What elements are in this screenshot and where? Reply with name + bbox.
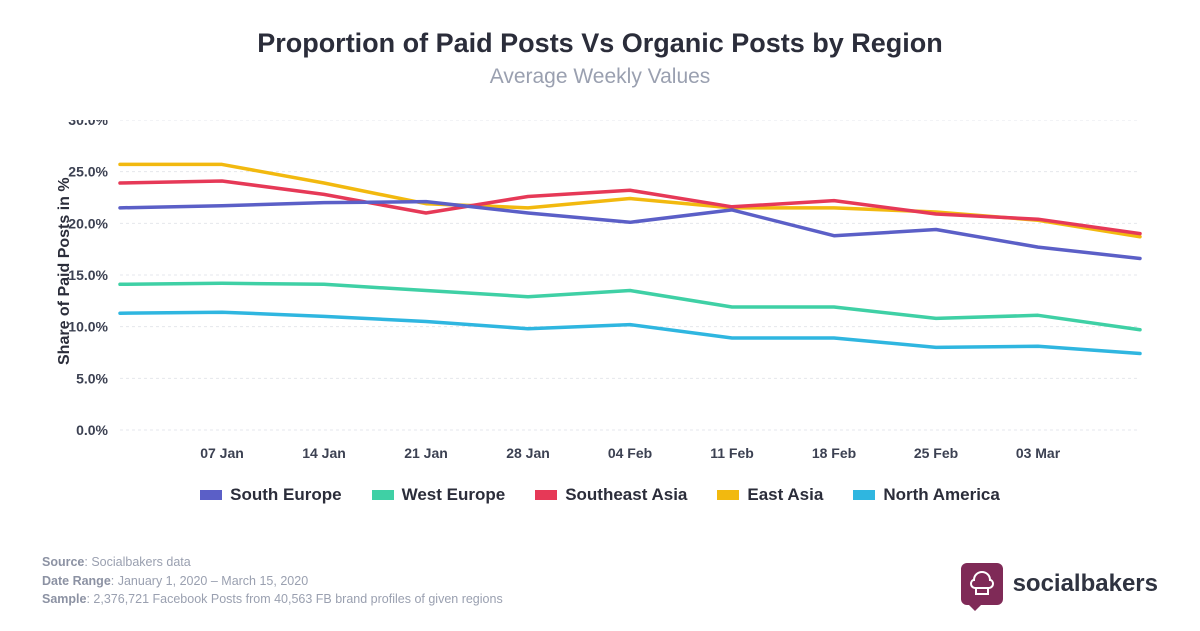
svg-text:04 Feb: 04 Feb — [608, 445, 652, 461]
legend-item: South Europe — [200, 485, 341, 505]
legend-swatch — [717, 490, 739, 500]
series-line — [120, 181, 1140, 234]
footer-sample: Sample: 2,376,721 Facebook Posts from 40… — [42, 590, 503, 609]
svg-text:30.0%: 30.0% — [68, 120, 108, 128]
chart-footer: Source: Socialbakers data Date Range: Ja… — [42, 553, 503, 609]
svg-text:11 Feb: 11 Feb — [710, 445, 754, 461]
legend-label: East Asia — [747, 485, 823, 505]
logo-icon — [961, 563, 1003, 605]
legend-label: South Europe — [230, 485, 341, 505]
legend-label: West Europe — [402, 485, 506, 505]
legend: South Europe West Europe Southeast Asia Eas… — [0, 485, 1200, 505]
svg-text:20.0%: 20.0% — [68, 215, 108, 231]
svg-text:10.0%: 10.0% — [68, 319, 108, 335]
svg-text:07 Jan: 07 Jan — [200, 445, 244, 461]
legend-item: Southeast Asia — [535, 485, 687, 505]
svg-text:03 Mar: 03 Mar — [1016, 445, 1061, 461]
legend-swatch — [853, 490, 875, 500]
legend-swatch — [200, 490, 222, 500]
svg-text:5.0%: 5.0% — [76, 370, 108, 386]
legend-label: Southeast Asia — [565, 485, 687, 505]
chart-title: Proportion of Paid Posts Vs Organic Post… — [0, 0, 1200, 59]
footer-daterange: Date Range: January 1, 2020 – March 15, … — [42, 572, 503, 591]
legend-label: North America — [883, 485, 1000, 505]
svg-text:18 Feb: 18 Feb — [812, 445, 856, 461]
series-line — [120, 202, 1140, 259]
chart-container: Proportion of Paid Posts Vs Organic Post… — [0, 0, 1200, 631]
chart-subtitle: Average Weekly Values — [0, 65, 1200, 89]
svg-text:25.0%: 25.0% — [68, 164, 108, 180]
legend-item: North America — [853, 485, 1000, 505]
svg-text:25 Feb: 25 Feb — [914, 445, 958, 461]
series-line — [120, 164, 1140, 236]
svg-text:21 Jan: 21 Jan — [404, 445, 448, 461]
footer-source: Source: Socialbakers data — [42, 553, 503, 572]
series-line — [120, 283, 1140, 330]
svg-text:0.0%: 0.0% — [76, 422, 108, 438]
svg-text:14 Jan: 14 Jan — [302, 445, 346, 461]
legend-item: West Europe — [372, 485, 506, 505]
chef-hat-icon — [961, 563, 1003, 605]
line-chart: 0.0% 5.0% 10.0% 15.0% 20.0% 25.0% 30.0% 07 Jan 1… — [60, 120, 1160, 480]
legend-item: East Asia — [717, 485, 823, 505]
logo-text: socialbakers — [1013, 570, 1158, 598]
legend-swatch — [535, 490, 557, 500]
legend-swatch — [372, 490, 394, 500]
svg-text:28 Jan: 28 Jan — [506, 445, 550, 461]
svg-text:15.0%: 15.0% — [68, 267, 108, 283]
socialbakers-logo: socialbakers — [961, 563, 1158, 605]
